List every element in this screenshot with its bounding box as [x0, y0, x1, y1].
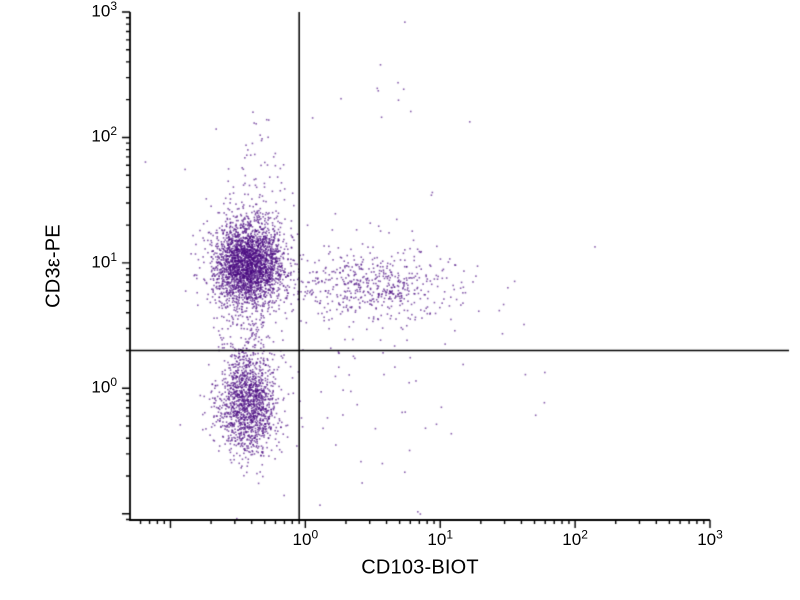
x-tick-label: 103	[697, 527, 723, 549]
x-axis-title: CD103-BIOT	[361, 556, 479, 579]
y-tick-label: 101	[91, 249, 117, 272]
x-tick-label: 100	[292, 527, 319, 549]
y-tick-label: 103	[91, 0, 117, 21]
y-tick-label: 100	[91, 375, 117, 397]
y-tick-label: 102	[91, 124, 117, 147]
y-axis-title: CD3ε-PE	[42, 224, 65, 308]
x-tick-label: 102	[562, 527, 588, 549]
x-tick-label: 101	[427, 527, 454, 549]
